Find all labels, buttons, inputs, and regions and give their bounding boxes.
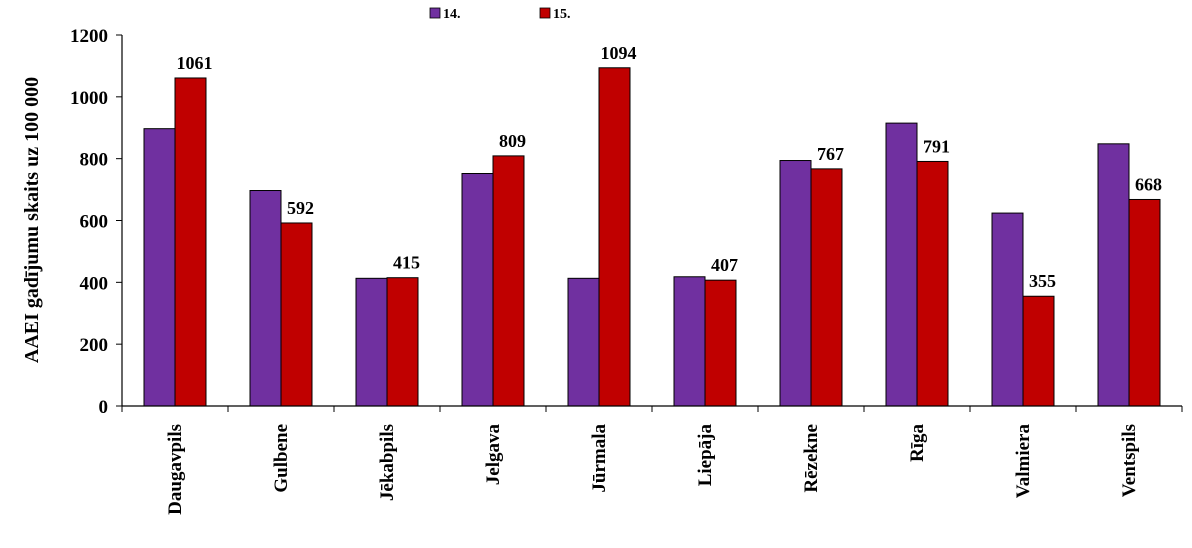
data-label: 1094 <box>601 43 637 63</box>
y-tick-label: 600 <box>80 212 109 233</box>
x-category-label: Jelgava <box>483 424 504 486</box>
x-category-label: Liepāja <box>695 424 716 487</box>
y-axis-label: AAEI gadījumu skaits uz 100 000 <box>21 77 43 363</box>
y-tick-label: 0 <box>99 397 109 418</box>
bar-series-15-7 <box>917 161 948 406</box>
legend-label: 14. <box>443 7 461 22</box>
x-category-label: Daugavpils <box>165 424 186 515</box>
x-category-label: Rēzekne <box>801 424 822 493</box>
bar-series-14-3 <box>462 174 493 406</box>
legend: 14. 15. <box>430 7 571 22</box>
bar-series-14-8 <box>992 213 1023 406</box>
y-tick-label: 800 <box>80 150 109 171</box>
bar-series-14-2 <box>356 278 387 406</box>
data-label: 415 <box>393 253 420 273</box>
bar-series-14-4 <box>568 278 599 406</box>
x-category-label: Ventspils <box>1119 424 1140 497</box>
data-label: 1061 <box>177 53 213 73</box>
x-category-label: Rīga <box>907 424 928 463</box>
x-category-label: Jēkabpils <box>377 424 398 501</box>
bar-series-14-9 <box>1098 144 1129 406</box>
x-category-label: Jūrmala <box>589 424 610 493</box>
y-axis-ticks: 0 200 400 600 800 1000 1200 <box>70 26 108 418</box>
y-tick-label: 1200 <box>70 26 108 47</box>
bar-series-15-2 <box>387 278 418 406</box>
y-tick-label: 400 <box>80 273 109 294</box>
x-category-label: Valmiera <box>1013 424 1034 499</box>
data-label: 809 <box>499 131 526 151</box>
data-label: 767 <box>817 144 844 164</box>
data-label: 407 <box>711 255 738 275</box>
legend-swatch <box>430 8 440 18</box>
legend-label: 15. <box>553 7 571 22</box>
data-label: 592 <box>287 198 314 218</box>
bar-series-15-4 <box>599 68 630 406</box>
data-label: 791 <box>923 136 950 156</box>
bar-series-15-5 <box>705 280 736 406</box>
bar-series-14-1 <box>250 191 281 406</box>
x-axis-categories: Daugavpils Gulbene Jēkabpils Jelgava Jūrmala… <box>165 424 1140 515</box>
y-tick-label: 200 <box>80 335 109 356</box>
bars <box>144 68 1160 406</box>
bar-series-14-7 <box>886 123 917 406</box>
bar-series-15-1 <box>281 223 312 406</box>
bar-series-15-8 <box>1023 296 1054 406</box>
y-tick-label: 1000 <box>70 88 108 109</box>
bar-series-14-0 <box>144 129 175 406</box>
bar-series-14-5 <box>674 277 705 406</box>
data-label: 355 <box>1029 271 1056 291</box>
bar-series-15-0 <box>175 78 206 406</box>
legend-swatch <box>540 8 550 18</box>
bar-series-15-9 <box>1129 199 1160 406</box>
data-label: 668 <box>1135 174 1162 194</box>
x-category-label: Gulbene <box>271 424 292 493</box>
bar-series-14-6 <box>780 161 811 406</box>
bar-series-15-6 <box>811 169 842 406</box>
bar-series-15-3 <box>493 156 524 406</box>
